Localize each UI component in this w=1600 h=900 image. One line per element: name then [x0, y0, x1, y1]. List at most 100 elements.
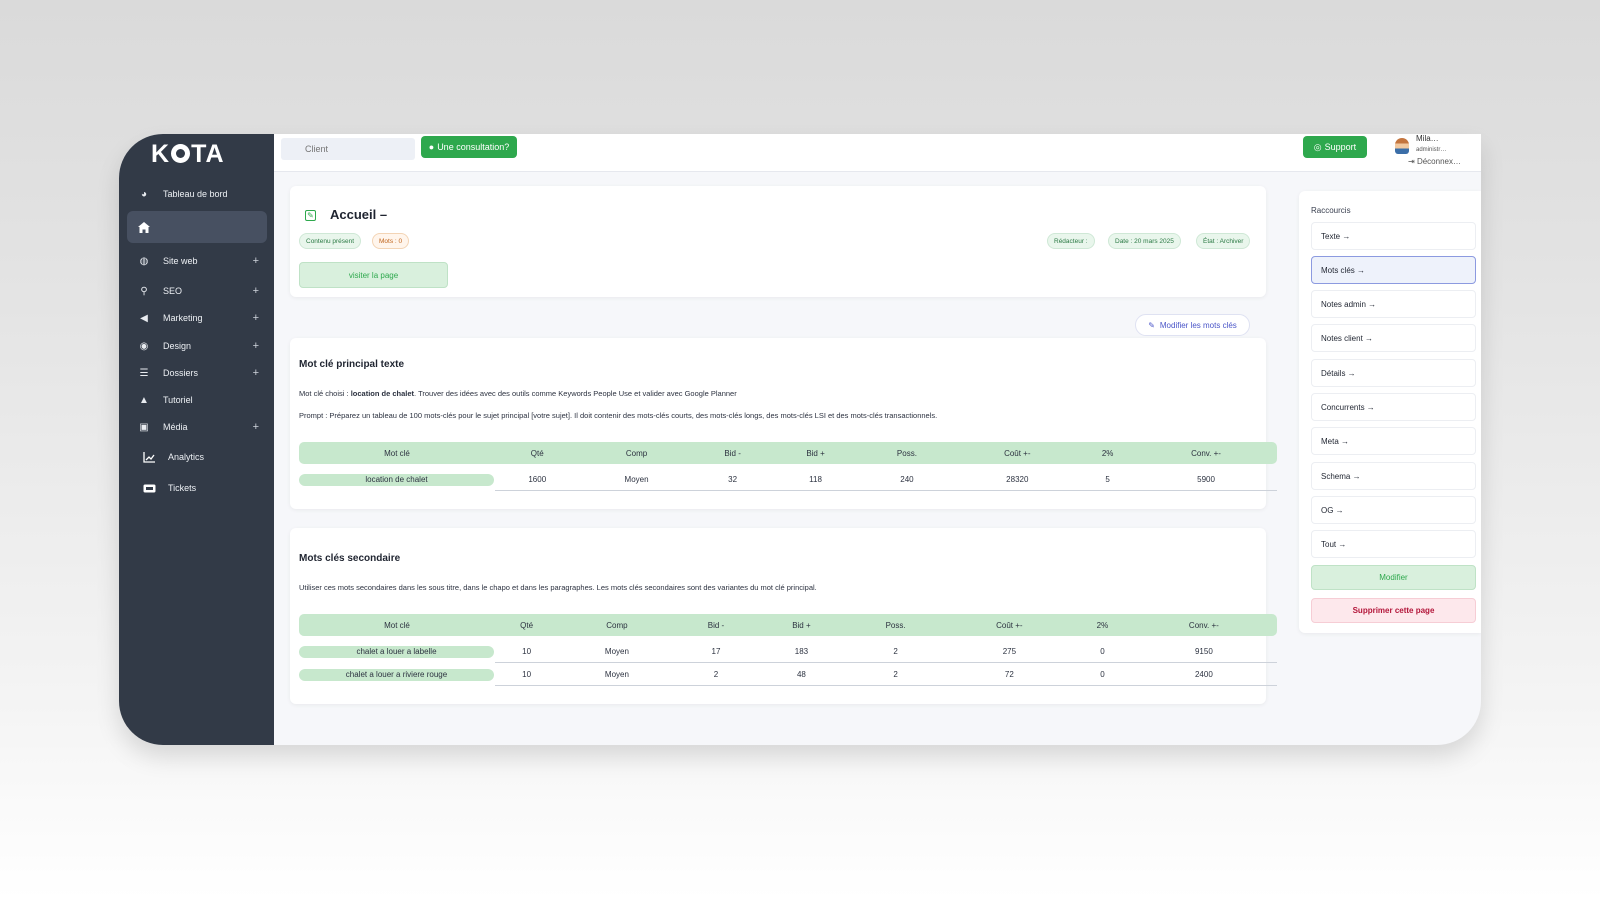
modify-keywords-button[interactable]: ✎ Modifier les mots clés — [1135, 314, 1250, 336]
sidebar-item-media[interactable]: ▣ Média + — [127, 413, 267, 441]
consultation-button[interactable]: ● Une consultation? — [421, 136, 517, 158]
sidebar-item-marketing[interactable]: ◀ Marketing + — [127, 304, 267, 332]
table-row: location de chalet 1600 Moyen 32 118 240… — [299, 468, 1277, 491]
expand-icon[interactable]: + — [252, 285, 259, 297]
sidebar-item-label: Tutoriel — [163, 395, 193, 405]
column-header[interactable]: 2% — [1080, 442, 1136, 464]
search-icon: ⚲ — [140, 285, 148, 297]
shortcut-notes-admin[interactable]: Notes admin → — [1311, 290, 1476, 318]
column-header[interactable]: Comp — [558, 614, 676, 636]
shortcut-schema[interactable]: Schema → — [1311, 462, 1476, 490]
choice-value: location de chalet — [350, 389, 415, 398]
user-name: Mila… — [1416, 134, 1439, 143]
client-search-input[interactable] — [281, 138, 415, 160]
column-header[interactable]: Conv. +- — [1135, 442, 1277, 464]
avatar[interactable] — [1395, 138, 1409, 154]
logo[interactable]: K TA — [151, 140, 225, 168]
shortcuts-panel: Raccourcis Texte → Mots clés → Notes adm… — [1299, 191, 1481, 633]
sidebar-item-analytics[interactable]: Analytics — [132, 443, 272, 471]
word-count-badge: Mots : 0 — [372, 233, 410, 249]
table-cell: Moyen — [579, 468, 694, 491]
sidebar-item-dashboard[interactable]: ◕ Tableau de bord — [127, 180, 267, 208]
column-header[interactable]: Coût +- — [954, 442, 1081, 464]
keyword-cell: chalet a louer a labelle — [299, 640, 495, 663]
edit-icon[interactable]: ✎ — [305, 210, 316, 221]
logout-link[interactable]: ⇥ Déconnex… — [1408, 157, 1461, 166]
shortcut-meta[interactable]: Meta → — [1311, 427, 1476, 455]
shortcuts-title: Raccourcis — [1311, 206, 1351, 215]
sidebar-item-tutoriel[interactable]: ▲ Tutoriel — [127, 386, 267, 414]
state-badge: État : Archiver — [1196, 233, 1251, 249]
column-header[interactable]: Bid + — [771, 442, 860, 464]
support-label: Support — [1324, 142, 1357, 152]
palette-icon: ◉ — [139, 340, 149, 352]
column-header[interactable]: Bid + — [756, 614, 847, 636]
support-icon: ◎ — [1313, 141, 1322, 152]
shortcut-details[interactable]: Détails → — [1311, 359, 1476, 387]
table-cell: 9150 — [1130, 640, 1277, 663]
column-header[interactable]: Qté — [495, 614, 559, 636]
sidebar-item-tickets[interactable]: Tickets — [132, 474, 272, 502]
visit-page-button[interactable]: visiter la page — [299, 262, 448, 288]
column-header[interactable]: Qté — [495, 442, 580, 464]
modify-button[interactable]: Modifier — [1311, 565, 1476, 590]
consultation-label: Une consultation? — [437, 142, 510, 152]
app-window: K TA ◕ Tableau de bord ◍ Site web + ⚲ SEO… — [119, 134, 1481, 745]
sidebar-item-label: Média — [163, 422, 188, 432]
sidebar-item-dossiers[interactable]: ☰ Dossiers + — [127, 359, 267, 387]
folder-tree-icon: ☰ — [139, 367, 149, 379]
table-cell: 1600 — [495, 468, 580, 491]
sidebar-item-seo[interactable]: ⚲ SEO + — [127, 277, 267, 305]
column-header[interactable]: Bid - — [675, 614, 757, 636]
sidebar-item-design[interactable]: ◉ Design + — [127, 332, 267, 360]
column-header[interactable]: Poss. — [846, 614, 945, 636]
shortcut-texte[interactable]: Texte → — [1311, 222, 1476, 250]
table-cell: 2 — [846, 663, 945, 686]
sidebar-item-label: SEO — [163, 286, 183, 296]
column-header[interactable]: Conv. +- — [1130, 614, 1277, 636]
expand-icon[interactable]: + — [252, 312, 259, 324]
expand-icon[interactable]: + — [252, 340, 259, 352]
delete-page-button[interactable]: Supprimer cette page — [1311, 598, 1476, 623]
modify-keywords-label: Modifier les mots clés — [1159, 320, 1237, 330]
sidebar-item-site-web[interactable]: ◍ Site web + — [127, 247, 267, 275]
keyword-cell: chalet a louer a riviere rouge — [299, 663, 495, 686]
megaphone-icon: ◀ — [140, 312, 148, 324]
shortcut-notes-client[interactable]: Notes client → — [1311, 324, 1476, 352]
table-cell: 28320 — [954, 468, 1081, 491]
column-header[interactable]: Bid - — [693, 442, 772, 464]
column-header[interactable]: Coût +- — [944, 614, 1075, 636]
table-cell: 2400 — [1130, 663, 1277, 686]
main-keyword-table: Mot clé Qté Comp Bid - Bid + Poss. Coût … — [299, 442, 1277, 491]
table-cell: 2 — [675, 663, 757, 686]
column-header[interactable]: Mot clé — [299, 614, 495, 636]
table-cell: 32 — [693, 468, 772, 491]
keyword-pill: chalet a louer a riviere rouge — [299, 668, 494, 681]
column-header[interactable]: Comp — [579, 442, 694, 464]
table-cell: 275 — [944, 640, 1075, 663]
user-menu[interactable]: Mila… administr… ⇥ Déconnex… — [1381, 134, 1481, 172]
support-button[interactable]: ◎ Support — [1303, 136, 1367, 158]
home-icon — [137, 220, 151, 234]
expand-icon[interactable]: + — [252, 367, 259, 379]
table-cell: 5 — [1080, 468, 1136, 491]
sidebar: K TA ◕ Tableau de bord ◍ Site web + ⚲ SEO… — [119, 134, 274, 745]
shortcut-concurrents[interactable]: Concurrents → — [1311, 393, 1476, 421]
shortcut-mots-cles[interactable]: Mots clés → — [1311, 256, 1476, 284]
expand-icon[interactable]: + — [252, 255, 259, 267]
graduation-cap-icon: ▲ — [139, 394, 149, 406]
shortcut-og[interactable]: OG → — [1311, 496, 1476, 524]
sidebar-item-home[interactable] — [127, 211, 267, 243]
expand-icon[interactable]: + — [252, 421, 259, 433]
column-header[interactable]: Mot clé — [299, 442, 495, 464]
table-cell: 10 — [495, 663, 559, 686]
table-cell: 10 — [495, 640, 559, 663]
section-title: Mot clé principal texte — [299, 359, 405, 370]
shortcut-tout[interactable]: Tout → — [1311, 530, 1476, 558]
table-cell: 118 — [771, 468, 860, 491]
sidebar-item-label: Tickets — [168, 483, 197, 493]
column-header[interactable]: 2% — [1074, 614, 1131, 636]
table-cell: 183 — [756, 640, 847, 663]
column-header[interactable]: Poss. — [859, 442, 955, 464]
table-cell: 0 — [1074, 640, 1131, 663]
